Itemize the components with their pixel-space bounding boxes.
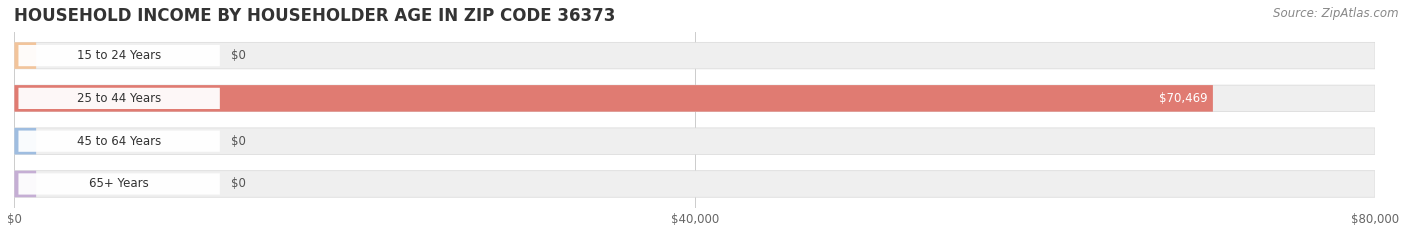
Text: $0: $0	[231, 178, 246, 190]
FancyBboxPatch shape	[14, 42, 37, 69]
FancyBboxPatch shape	[14, 128, 1375, 154]
FancyBboxPatch shape	[14, 42, 1375, 69]
Text: Source: ZipAtlas.com: Source: ZipAtlas.com	[1274, 7, 1399, 20]
FancyBboxPatch shape	[14, 85, 1375, 112]
Text: 45 to 64 Years: 45 to 64 Years	[77, 135, 162, 148]
FancyBboxPatch shape	[18, 45, 219, 66]
FancyBboxPatch shape	[18, 173, 219, 195]
Text: $0: $0	[231, 135, 246, 148]
Text: $0: $0	[231, 49, 246, 62]
FancyBboxPatch shape	[18, 130, 219, 152]
Text: 65+ Years: 65+ Years	[89, 178, 149, 190]
FancyBboxPatch shape	[14, 85, 1213, 112]
Text: HOUSEHOLD INCOME BY HOUSEHOLDER AGE IN ZIP CODE 36373: HOUSEHOLD INCOME BY HOUSEHOLDER AGE IN Z…	[14, 7, 616, 25]
FancyBboxPatch shape	[14, 171, 1375, 197]
Text: 15 to 24 Years: 15 to 24 Years	[77, 49, 162, 62]
FancyBboxPatch shape	[14, 171, 37, 197]
FancyBboxPatch shape	[18, 88, 219, 109]
Text: 25 to 44 Years: 25 to 44 Years	[77, 92, 162, 105]
Text: $70,469: $70,469	[1159, 92, 1208, 105]
FancyBboxPatch shape	[14, 128, 37, 154]
